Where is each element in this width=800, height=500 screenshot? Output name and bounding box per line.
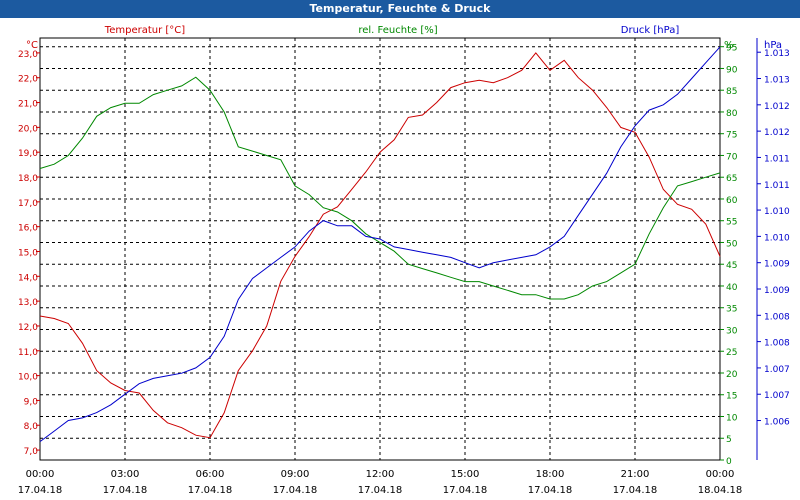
temperature-axis-label: Temperatur [°C] (104, 25, 185, 36)
pressure-tick-label: 1.009 (764, 260, 790, 270)
temperature-tick-label: 13,0 (18, 298, 38, 308)
pressure-tick-label: 1.013 (764, 49, 790, 59)
pressure-unit-label: hPa (764, 40, 782, 51)
x-tick-time: 03:00 (111, 469, 140, 480)
x-tick-time: 18:00 (536, 469, 565, 480)
pressure-tick-label: 1.007 (764, 391, 790, 401)
humidity-tick-label: 50 (726, 239, 738, 249)
temperature-tick-label: 16,0 (18, 224, 38, 234)
humidity-tick-label: 75 (726, 131, 737, 141)
pressure-axis-label: Druck [hPa] (621, 25, 680, 36)
humidity-tick-label: 90 (726, 65, 738, 75)
window-title: Temperatur, Feuchte & Druck (0, 0, 800, 18)
humidity-tick-label: 0 (726, 457, 732, 467)
x-tick-time: 06:00 (196, 469, 225, 480)
series-line-temperature (39, 52, 721, 439)
temperature-tick-label: 23,0 (18, 50, 38, 60)
humidity-tick-label: 5 (726, 435, 732, 445)
series-line-pressure (39, 46, 721, 443)
pressure-tick-label: 1.009 (764, 286, 790, 296)
humidity-tick-label: 55 (726, 218, 737, 228)
humidity-tick-label: 85 (726, 87, 737, 97)
humidity-tick-label: 40 (726, 283, 738, 293)
x-tick-date: 17.04.18 (188, 485, 233, 496)
humidity-unit-label: % (724, 40, 734, 51)
temperature-tick-label: 7,0 (24, 447, 39, 457)
pressure-tick-label: 1.008 (764, 312, 790, 322)
humidity-tick-label: 15 (726, 392, 737, 402)
pressure-tick-label: 1.012 (764, 128, 790, 138)
x-tick-date: 17.04.18 (103, 485, 148, 496)
temperature-tick-label: 10,0 (18, 373, 38, 383)
pressure-tick-label: 1.010 (764, 233, 790, 243)
humidity-tick-label: 65 (726, 174, 737, 184)
pressure-tick-label: 1.011 (764, 154, 790, 164)
humidity-tick-label: 95 (726, 44, 737, 54)
x-tick-date: 17.04.18 (443, 485, 488, 496)
humidity-tick-label: 80 (726, 109, 738, 119)
temperature-tick-label: 15,0 (18, 248, 38, 258)
pressure-tick-label: 1.008 (764, 339, 790, 349)
series-line-humidity (39, 76, 721, 300)
x-tick-date: 17.04.18 (613, 485, 658, 496)
humidity-tick-label: 45 (726, 261, 737, 271)
humidity-tick-label: 20 (726, 370, 738, 380)
x-tick-date: 18.04.18 (698, 485, 743, 496)
pressure-tick-label: 1.013 (764, 76, 790, 86)
temperature-tick-label: 20,0 (18, 124, 38, 134)
humidity-tick-label: 70 (726, 152, 738, 162)
x-tick-time: 00:00 (26, 469, 55, 480)
pressure-tick-label: 1.011 (764, 181, 790, 191)
temperature-tick-label: 22,0 (18, 75, 38, 85)
x-tick-time: 00:00 (706, 469, 735, 480)
temperature-tick-label: 19,0 (18, 149, 38, 159)
x-tick-date: 17.04.18 (358, 485, 403, 496)
temperature-unit-label: °C (26, 40, 38, 51)
pressure-tick-label: 1.007 (764, 365, 790, 375)
x-tick-date: 17.04.18 (528, 485, 573, 496)
temperature-tick-label: 8,0 (24, 422, 39, 432)
x-tick-time: 21:00 (621, 469, 650, 480)
x-tick-time: 15:00 (451, 469, 480, 480)
temperature-tick-label: 12,0 (18, 323, 38, 333)
humidity-tick-label: 30 (726, 326, 738, 336)
temperature-tick-label: 17,0 (18, 199, 38, 209)
pressure-tick-label: 1.012 (764, 102, 790, 112)
humidity-tick-label: 35 (726, 305, 737, 315)
temperature-tick-label: 9,0 (24, 397, 39, 407)
temperature-tick-label: 21,0 (18, 100, 38, 110)
temperature-tick-label: 11,0 (18, 348, 38, 358)
humidity-tick-label: 10 (726, 413, 738, 423)
humidity-tick-label: 25 (726, 348, 737, 358)
x-tick-time: 09:00 (281, 469, 310, 480)
temperature-tick-label: 14,0 (18, 273, 38, 283)
x-tick-date: 17.04.18 (18, 485, 63, 496)
x-tick-time: 12:00 (366, 469, 395, 480)
humidity-axis-label: rel. Feuchte [%] (358, 25, 437, 36)
pressure-tick-label: 1.010 (764, 207, 790, 217)
temperature-tick-label: 18,0 (18, 174, 38, 184)
humidity-tick-label: 60 (726, 196, 738, 206)
pressure-tick-label: 1.006 (764, 418, 790, 428)
x-tick-date: 17.04.18 (273, 485, 318, 496)
